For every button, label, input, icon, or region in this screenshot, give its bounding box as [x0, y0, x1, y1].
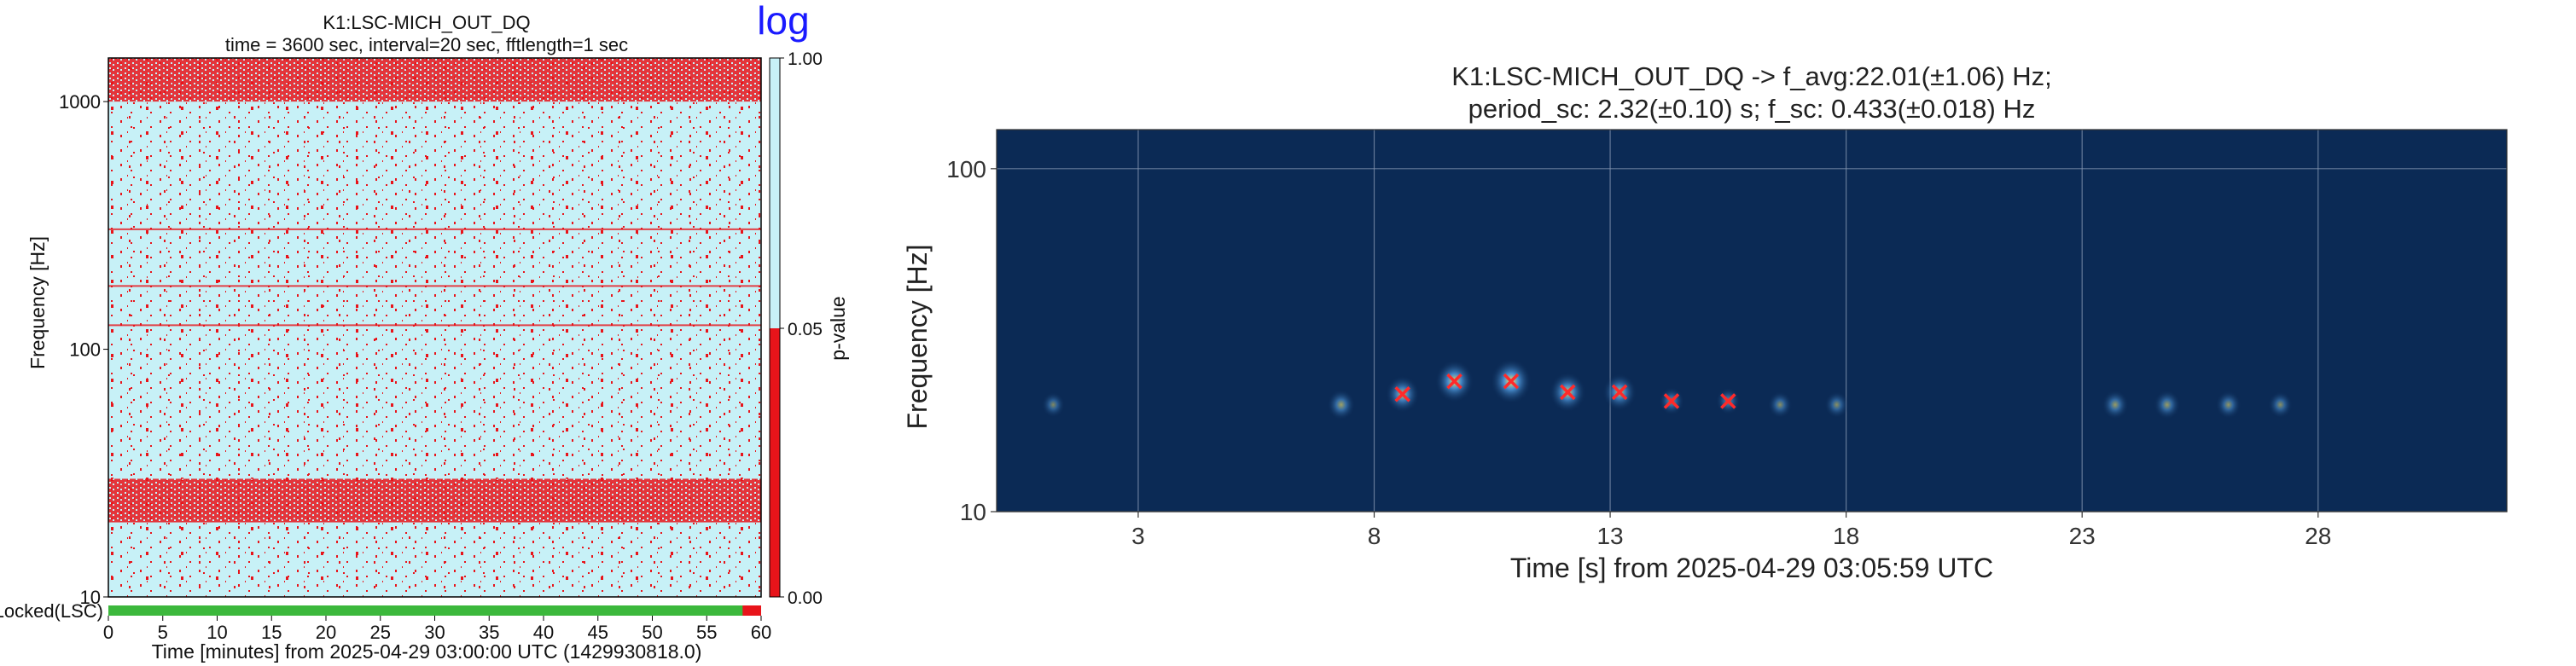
x-tick-label: 60 [751, 622, 771, 643]
energy-blob [1041, 391, 1065, 418]
peak-marker [1720, 393, 1736, 409]
x-tick-label: 18 [1833, 523, 1859, 549]
colorbar: 0.00 0.05 1.00 [769, 49, 823, 608]
right-chart-subtitle: period_sc: 2.32(±0.10) s; f_sc: 0.433(±0… [1468, 94, 2036, 124]
colorbar-label: p-value [827, 296, 849, 360]
colorbar-tick-label: 0.00 [788, 588, 823, 608]
segment-unlocked-bar [742, 605, 761, 616]
x-tick-label: 15 [261, 622, 282, 643]
right-axes: 3 8 13 18 23 28 10 100 [946, 156, 2331, 549]
heatmap-band-1 [108, 58, 761, 102]
energy-blob [2268, 391, 2293, 419]
peak-marker [1611, 384, 1628, 401]
x-tick-label: 8 [1368, 523, 1381, 549]
x-tick-label: 5 [158, 622, 168, 643]
y-tick-label: 100 [69, 339, 101, 361]
peak-marker-stroke [1611, 384, 1628, 401]
plot-frame [996, 129, 2508, 513]
left-chart: log K1:LSC-MICH_OUT_DQ time = 3600 sec, … [0, 0, 849, 663]
peak-marker-stroke [1720, 393, 1736, 409]
energy-blob [2215, 391, 2242, 420]
left-chart-title: K1:LSC-MICH_OUT_DQ [323, 12, 530, 33]
y-tick-label: 100 [946, 156, 986, 182]
left-heatmap [108, 57, 762, 598]
left-axes: 0 5 10 15 20 25 30 35 40 45 50 55 60 10 100 1000 [59, 91, 771, 643]
log-scale-label: log [757, 0, 809, 43]
x-tick-label: 28 [2305, 523, 2331, 549]
right-chart-title: K1:LSC-MICH_OUT_DQ -> f_avg:22.01(±1.06)… [1451, 61, 2052, 91]
colorbar-high-segment [770, 58, 780, 328]
x-tick-label: 0 [103, 622, 113, 643]
x-tick-label: 25 [370, 622, 391, 643]
peak-marker-stroke [1663, 393, 1680, 409]
peak-marker [1394, 386, 1410, 402]
right-plot [996, 129, 2508, 513]
x-tick-label: 13 [1596, 523, 1623, 549]
x-tick-label: 35 [479, 622, 499, 643]
colorbar-frame [769, 57, 781, 598]
heatmap-band-0 [108, 478, 761, 523]
heatmap-frame [108, 57, 762, 598]
peak-marker [1503, 373, 1520, 390]
x-tick-label: 45 [588, 622, 608, 643]
segment-label: Locked(LSC) [0, 600, 103, 622]
left-x-axis-label: Time [minutes] from 2025-04-29 03:00:00 … [152, 640, 702, 663]
peak-marker-stroke [1503, 373, 1520, 390]
energy-blob [2102, 390, 2129, 420]
peak-marker [1560, 384, 1576, 401]
energy-blob [1824, 391, 1849, 419]
energy-blob [2154, 390, 2181, 420]
y-tick-label: 1000 [59, 91, 101, 113]
right-y-axis-label: Frequency [Hz] [902, 245, 933, 430]
segment-bar: Locked(LSC) [0, 600, 761, 622]
peak-marker [1663, 393, 1680, 409]
left-y-axis-label: Frequency [Hz] [26, 236, 49, 369]
y-tick-label: 10 [960, 499, 986, 525]
colorbar-tick-label: 1.00 [788, 49, 823, 69]
x-tick-label: 30 [424, 622, 445, 643]
left-chart-subtitle: time = 3600 sec, interval=20 sec, fftlen… [225, 34, 628, 55]
spectrogram-background [997, 130, 2507, 512]
segment-locked-bar [108, 605, 761, 616]
x-tick-label: 10 [206, 622, 227, 643]
peak-marker-stroke [1560, 384, 1576, 401]
x-tick-label: 55 [696, 622, 717, 643]
y-tick-label: 10 [80, 587, 101, 608]
colorbar-tick-label: 0.05 [788, 320, 823, 339]
x-tick-label: 50 [642, 622, 662, 643]
x-tick-label: 3 [1131, 523, 1145, 549]
x-tick-label: 23 [2069, 523, 2096, 549]
peak-marker [1446, 373, 1462, 390]
peak-marker-stroke [1446, 373, 1462, 390]
right-chart: K1:LSC-MICH_OUT_DQ -> f_avg:22.01(±1.06)… [902, 61, 2508, 583]
right-x-axis-label: Time [s] from 2025-04-29 03:05:59 UTC [1510, 553, 1993, 583]
peak-marker-stroke [1394, 386, 1410, 402]
energy-blob [1767, 391, 1793, 419]
colorbar-low-segment [770, 328, 780, 597]
x-tick-label: 20 [316, 622, 336, 643]
energy-blob [1327, 389, 1356, 420]
x-tick-label: 40 [533, 622, 554, 643]
